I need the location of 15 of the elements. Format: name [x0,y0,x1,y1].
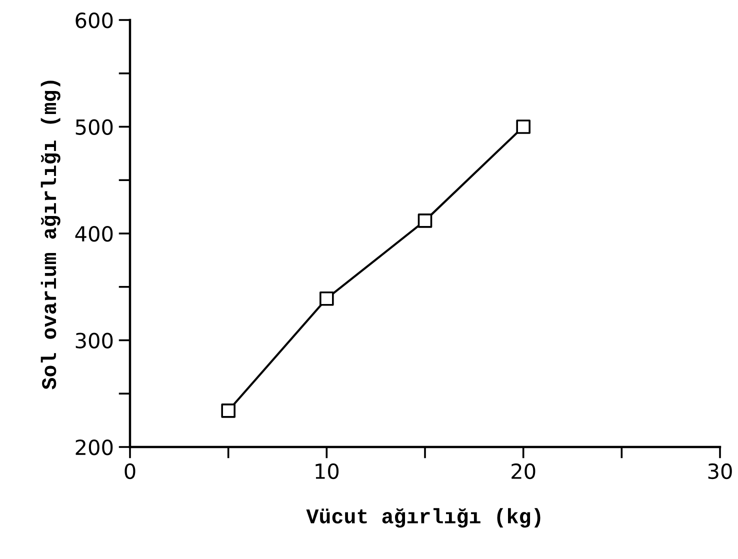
y-tick-label: 400 [75,226,113,242]
point [418,214,432,228]
y-axis-title: Sol ovarium ağırlığı (mg) [40,80,60,390]
point [320,291,334,306]
x-tick-label: 20 [512,463,536,480]
x-tick-label: 10 [316,463,339,480]
x-axis-title: Vücut ağırlığı (kg) [306,508,540,528]
y-tick-label: 200 [76,439,113,456]
point [516,120,530,134]
y-tick-label: 300 [76,332,113,348]
x-tick-label: 30 [708,463,732,480]
point [221,404,236,418]
x-tick-label: 0 [124,463,136,480]
y-tick-label: 600 [76,12,113,28]
y-tick-label: 500 [76,119,113,135]
